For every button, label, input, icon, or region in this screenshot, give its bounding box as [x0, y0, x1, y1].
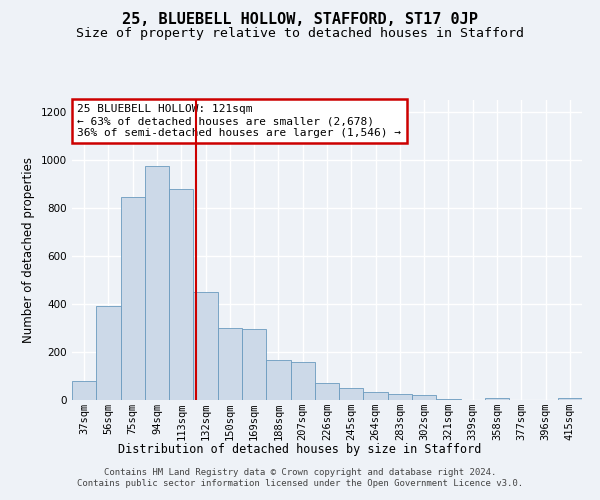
Bar [72, 381, 96, 400]
Bar [339, 388, 364, 400]
Bar [145, 166, 169, 400]
Bar [364, 392, 388, 400]
Text: 25 BLUEBELL HOLLOW: 121sqm
← 63% of detached houses are smaller (2,678)
36% of s: 25 BLUEBELL HOLLOW: 121sqm ← 63% of deta… [77, 104, 401, 138]
Text: 25, BLUEBELL HOLLOW, STAFFORD, ST17 0JP: 25, BLUEBELL HOLLOW, STAFFORD, ST17 0JP [122, 12, 478, 28]
Bar [266, 360, 290, 400]
Text: Distribution of detached houses by size in Stafford: Distribution of detached houses by size … [118, 442, 482, 456]
Bar [315, 383, 339, 400]
Bar [412, 395, 436, 400]
Bar [121, 197, 145, 400]
Bar [96, 306, 121, 400]
Bar [218, 328, 242, 400]
Bar [558, 398, 582, 400]
Bar [436, 399, 461, 400]
Bar [290, 362, 315, 400]
Text: Size of property relative to detached houses in Stafford: Size of property relative to detached ho… [76, 28, 524, 40]
Y-axis label: Number of detached properties: Number of detached properties [22, 157, 35, 343]
Bar [169, 189, 193, 400]
Bar [242, 329, 266, 400]
Bar [485, 398, 509, 400]
Bar [193, 292, 218, 400]
Text: Contains HM Land Registry data © Crown copyright and database right 2024.
Contai: Contains HM Land Registry data © Crown c… [77, 468, 523, 487]
Bar [388, 394, 412, 400]
